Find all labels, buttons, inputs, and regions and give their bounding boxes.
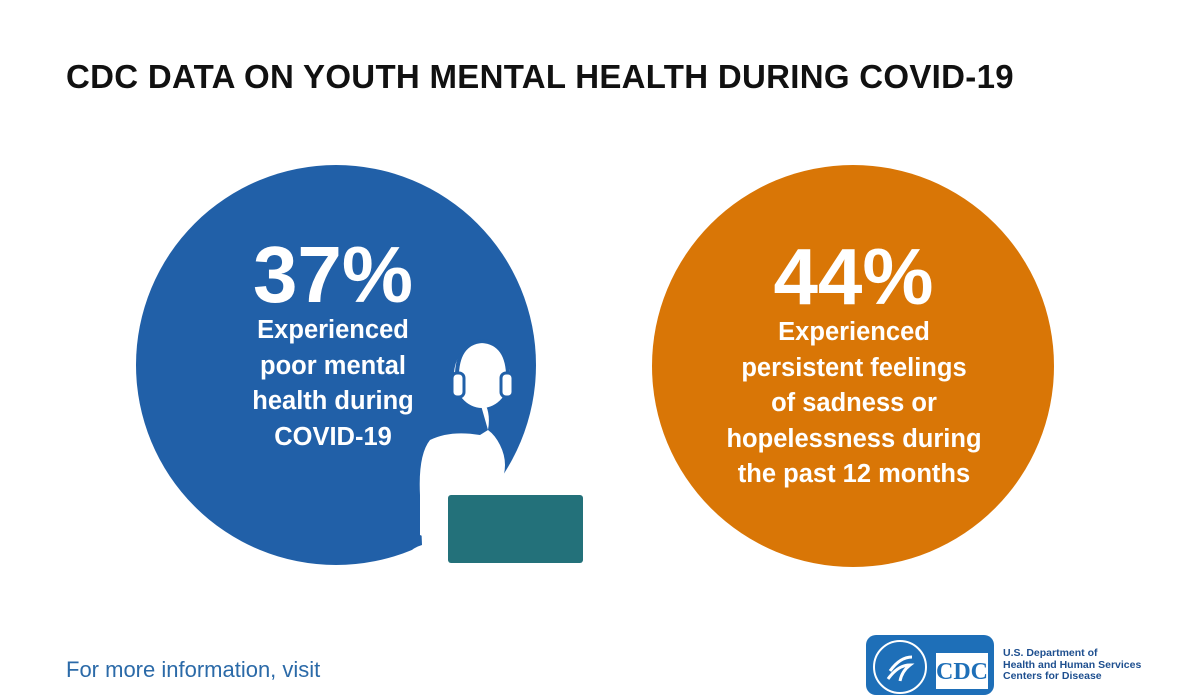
person-with-headphones-laptop-icon <box>403 338 583 567</box>
page-title: CDC DATA ON YOUTH MENTAL HEALTH DURING C… <box>66 58 1014 95</box>
stat-description: Experienced persistent feelings of sadne… <box>654 315 1054 493</box>
hhs-text: U.S. Department of Health and Human Serv… <box>1003 647 1142 683</box>
stat-description-line: the past 12 months <box>737 460 971 488</box>
stat-description-line: hopelessness during <box>726 424 982 453</box>
stat-description-line: poor mental <box>260 351 406 380</box>
hhs-line: Health and Human Services <box>1003 658 1142 671</box>
stat-description-line: Experienced <box>778 318 930 346</box>
stat-value: 44% <box>773 232 934 321</box>
headphones <box>454 338 511 384</box>
stat-description-line: of sadness or <box>771 389 937 417</box>
person-silhouette <box>403 342 510 567</box>
stat-description-line: persistent feelings <box>741 353 967 382</box>
laptop <box>448 495 583 563</box>
cdc-text: CDC <box>936 659 988 685</box>
hhs-line: Centers for Disease <box>1003 670 1102 682</box>
stat-circle-sadness-hopelessness: 44% Experienced persistent feelings of s… <box>652 165 1054 567</box>
cdc-logo: CDC <box>866 635 994 695</box>
hhs-line: U.S. Department of <box>1003 647 1098 659</box>
stat-description-line: COVID-19 <box>274 422 392 451</box>
stat-value: 37% <box>252 230 414 319</box>
stat-description-line: Experienced <box>257 316 409 344</box>
footer-info-text: For more information, visit <box>66 657 321 682</box>
earcups <box>450 371 515 399</box>
stat-description: Experienced poor mental health during CO… <box>130 313 536 455</box>
stat-description-line: health during <box>252 387 414 415</box>
